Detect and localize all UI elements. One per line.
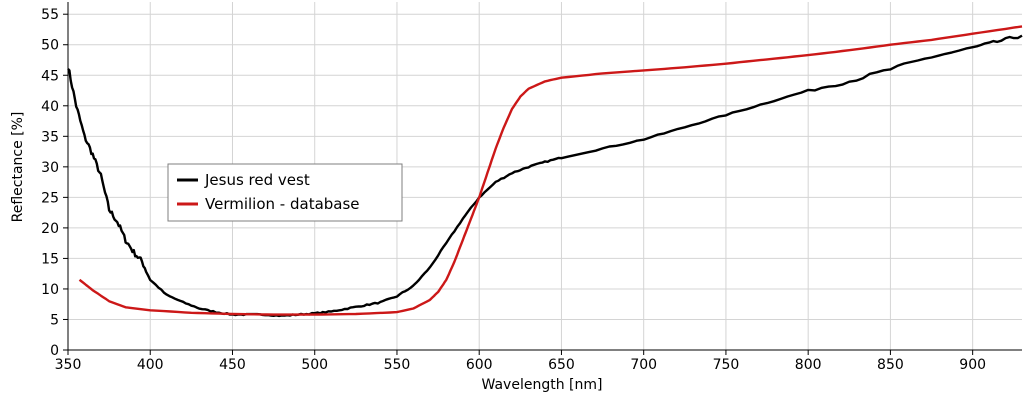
legend-label-vermilion-database: Vermilion - database xyxy=(205,195,360,213)
y-tick-label-55: 55 xyxy=(41,7,59,23)
x-tick-label-750: 750 xyxy=(713,357,740,373)
y-tick-label-5: 5 xyxy=(50,312,59,328)
y-tick-label-45: 45 xyxy=(41,68,59,84)
x-tick-label-800: 800 xyxy=(795,357,822,373)
axes: 350 400 450 500 550 600 650 700 750 800 850 900 0 5 10… xyxy=(41,2,1022,373)
y-tick-label-15: 15 xyxy=(41,251,59,267)
y-tick-label-20: 20 xyxy=(41,221,59,237)
series-layer xyxy=(67,25,1023,318)
legend-box xyxy=(167,163,403,222)
x-tick-label-550: 550 xyxy=(384,357,411,373)
x-tick-label-350: 350 xyxy=(55,357,82,373)
grid xyxy=(68,2,1022,350)
y-tick-label-25: 25 xyxy=(41,190,59,206)
x-tick-label-450: 450 xyxy=(219,357,246,373)
series-line-vermilion-database xyxy=(78,25,1023,316)
x-tick-label-850: 850 xyxy=(877,357,904,373)
x-tick-label-900: 900 xyxy=(959,357,986,373)
legend-label-jesus-red-vest: Jesus red vest xyxy=(204,171,310,189)
y-tick-label-40: 40 xyxy=(41,99,59,115)
x-tick-label-650: 650 xyxy=(548,357,575,373)
x-tick-label-700: 700 xyxy=(630,357,657,373)
x-tick-label-600: 600 xyxy=(466,357,493,373)
y-tick-label-35: 35 xyxy=(41,129,59,145)
y-tick-label-30: 30 xyxy=(41,160,59,176)
x-axis-label: Wavelength [nm] xyxy=(482,377,603,393)
legend: Jesus red vest Vermilion - database xyxy=(167,163,403,222)
x-tick-label-400: 400 xyxy=(137,357,164,373)
y-tick-label-10: 10 xyxy=(41,282,59,298)
series-line-jesus-red-vest xyxy=(67,34,1023,318)
x-tick-label-500: 500 xyxy=(301,357,328,373)
y-tick-label-0: 0 xyxy=(50,343,59,359)
y-axis-label: Reflectance [%] xyxy=(10,112,26,223)
y-tick-label-50: 50 xyxy=(41,38,59,54)
